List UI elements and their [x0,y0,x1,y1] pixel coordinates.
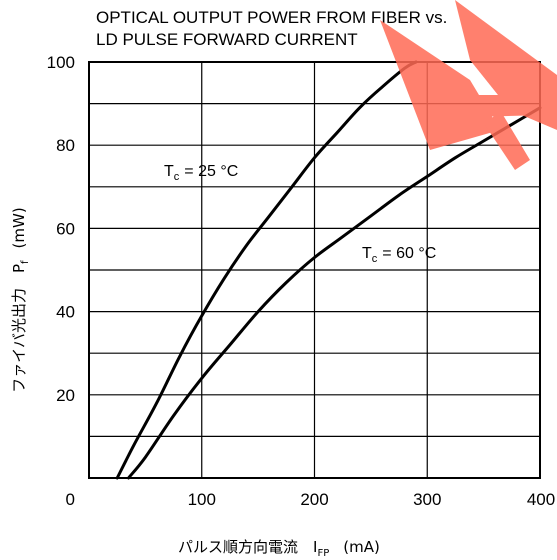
y-tick-label: 40 [56,303,75,322]
x-tick-labels: 0 100 200 300 400 [66,490,556,509]
x-tick-label: 300 [413,490,441,509]
series-label-60c: Tc = 60 °C [362,245,436,265]
y-tick-label: 20 [56,386,75,405]
watermark-stroke [430,95,545,118]
x-tick-label: 200 [300,490,328,509]
series-label-25c: Tc = 25 °C [164,163,238,183]
y-tick-label: 100 [47,53,75,72]
y-tick-labels: 20 40 60 80 100 [47,53,75,405]
y-tick-label: 80 [56,136,75,155]
y-tick-label: 60 [56,219,75,238]
chart-title-line-2: LD PULSE FORWARD CURRENT [96,30,358,49]
y-axis-label: ファイバ光出力 Pf(mW) [10,207,31,392]
x-tick-label: 400 [527,490,555,509]
x-tick-label: 0 [66,490,75,509]
x-axis-label: パルス順方向電流 IFP (mA) [178,538,380,559]
x-tick-label: 100 [188,490,216,509]
chart-title-line-1: OPTICAL OUTPUT POWER FROM FIBER vs. [96,8,447,27]
